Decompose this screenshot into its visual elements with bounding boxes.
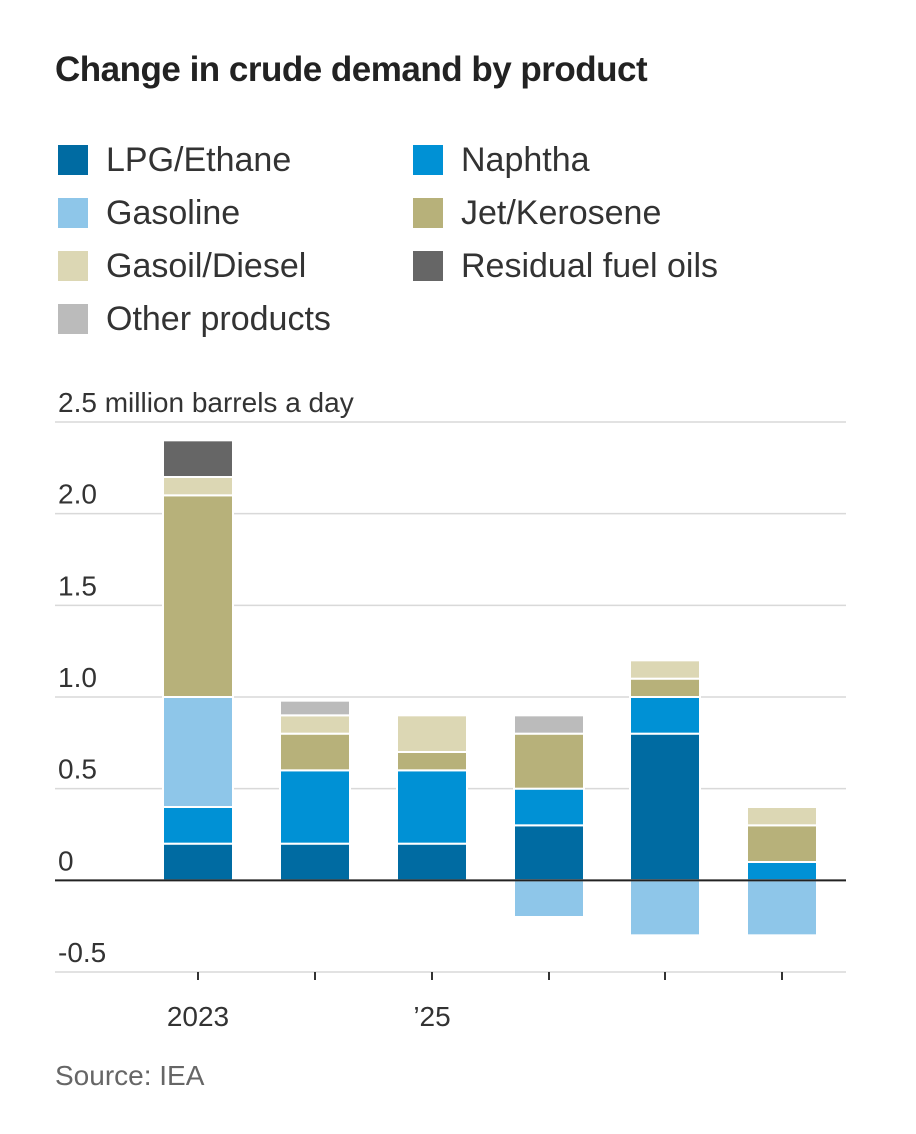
x-tick-label: ’25 bbox=[413, 1001, 450, 1032]
legend-swatch bbox=[58, 198, 88, 228]
bar-segment-naphtha bbox=[279, 769, 351, 845]
legend-item-lpg-ethane: LPG/Ethane bbox=[58, 138, 291, 182]
y-tick-label: 0 bbox=[58, 845, 74, 876]
legend-swatch bbox=[413, 198, 443, 228]
legend-item-naphtha: Naphtha bbox=[413, 138, 590, 182]
bar-segment-jet-kerosene bbox=[162, 494, 234, 699]
legend-swatch bbox=[58, 304, 88, 334]
legend-label: Gasoil/Diesel bbox=[106, 246, 307, 285]
legend-label: Gasoline bbox=[106, 193, 241, 232]
bar-segment-other-products bbox=[279, 699, 351, 717]
chart-title: Change in crude demand by product bbox=[55, 50, 648, 89]
legend-item-jet-kerosene: Jet/Kerosene bbox=[413, 191, 661, 235]
legend-label: Jet/Kerosene bbox=[461, 193, 662, 232]
bar-segment-naphtha bbox=[513, 787, 585, 827]
bar-segment-gasoil-diesel bbox=[396, 714, 468, 753]
bar-segment-naphtha bbox=[629, 696, 701, 735]
bar-segment-lpg-ethane bbox=[396, 842, 468, 882]
bar-segment-other-products bbox=[513, 714, 585, 735]
y-tick-label: 0.5 bbox=[58, 754, 97, 785]
legend-label: Naphtha bbox=[461, 140, 590, 179]
bar-segment-jet-kerosene bbox=[513, 732, 585, 790]
y-tick-label: 2.0 bbox=[58, 479, 97, 510]
bar-segment-lpg-ethane bbox=[279, 842, 351, 882]
legend-label: LPG/Ethane bbox=[106, 140, 292, 179]
legend-swatch bbox=[413, 145, 443, 175]
bar-segment-gasoline bbox=[162, 696, 234, 808]
y-tick-label: 1.5 bbox=[58, 570, 97, 601]
bar-segment-naphtha bbox=[396, 769, 468, 845]
legend-swatch bbox=[58, 145, 88, 175]
bar-segment-jet-kerosene bbox=[396, 751, 468, 772]
y-tick-label: 2.5 million barrels a day bbox=[58, 387, 354, 418]
legend-swatch bbox=[58, 251, 88, 281]
bar-segment-gasoline bbox=[513, 879, 585, 918]
y-tick-label: -0.5 bbox=[58, 937, 106, 968]
legend-item-gasoline: Gasoline bbox=[58, 191, 240, 235]
bar-segment-lpg-ethane bbox=[629, 732, 701, 882]
legend-item-gasoil-diesel: Gasoil/Diesel bbox=[58, 244, 306, 288]
bar-segment-lpg-ethane bbox=[513, 824, 585, 882]
x-tick-label: 2023 bbox=[167, 1001, 229, 1032]
legend-item-residual-fuel-oils: Residual fuel oils bbox=[413, 244, 718, 288]
bar-segment-naphtha bbox=[746, 861, 818, 882]
source-note: Source: IEA bbox=[55, 1060, 205, 1091]
bar-segment-jet-kerosene bbox=[279, 732, 351, 772]
bar-segment-naphtha bbox=[162, 806, 234, 845]
legend-label: Residual fuel oils bbox=[461, 246, 719, 285]
bar-segment-gasoil-diesel bbox=[279, 714, 351, 735]
bar-segment-gasoil-diesel bbox=[629, 659, 701, 680]
bar-segment-lpg-ethane bbox=[162, 842, 234, 882]
legend-swatch bbox=[413, 251, 443, 281]
y-tick-label: 1.0 bbox=[58, 662, 97, 693]
bar-segment-gasoline bbox=[629, 879, 701, 937]
legend-label: Other products bbox=[106, 299, 331, 338]
legend-item-other-products: Other products bbox=[58, 297, 331, 341]
bar-segment-residual-fuel-oils bbox=[162, 439, 234, 479]
bar-segment-jet-kerosene bbox=[629, 677, 701, 699]
bar-segment-gasoil-diesel bbox=[162, 476, 234, 497]
bar-segment-gasoil-diesel bbox=[746, 806, 818, 827]
chart-plot: 2.5 million barrels a day 2.0 1.5 1.0 0.5 0 -0… bbox=[55, 387, 846, 1032]
bar-segment-gasoline bbox=[746, 879, 818, 937]
bar-segment-jet-kerosene bbox=[746, 824, 818, 863]
